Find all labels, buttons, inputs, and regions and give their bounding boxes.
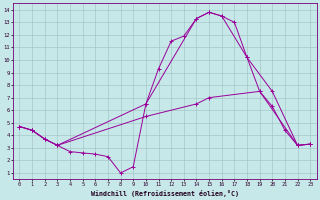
X-axis label: Windchill (Refroidissement éolien,°C): Windchill (Refroidissement éolien,°C) [91,190,239,197]
